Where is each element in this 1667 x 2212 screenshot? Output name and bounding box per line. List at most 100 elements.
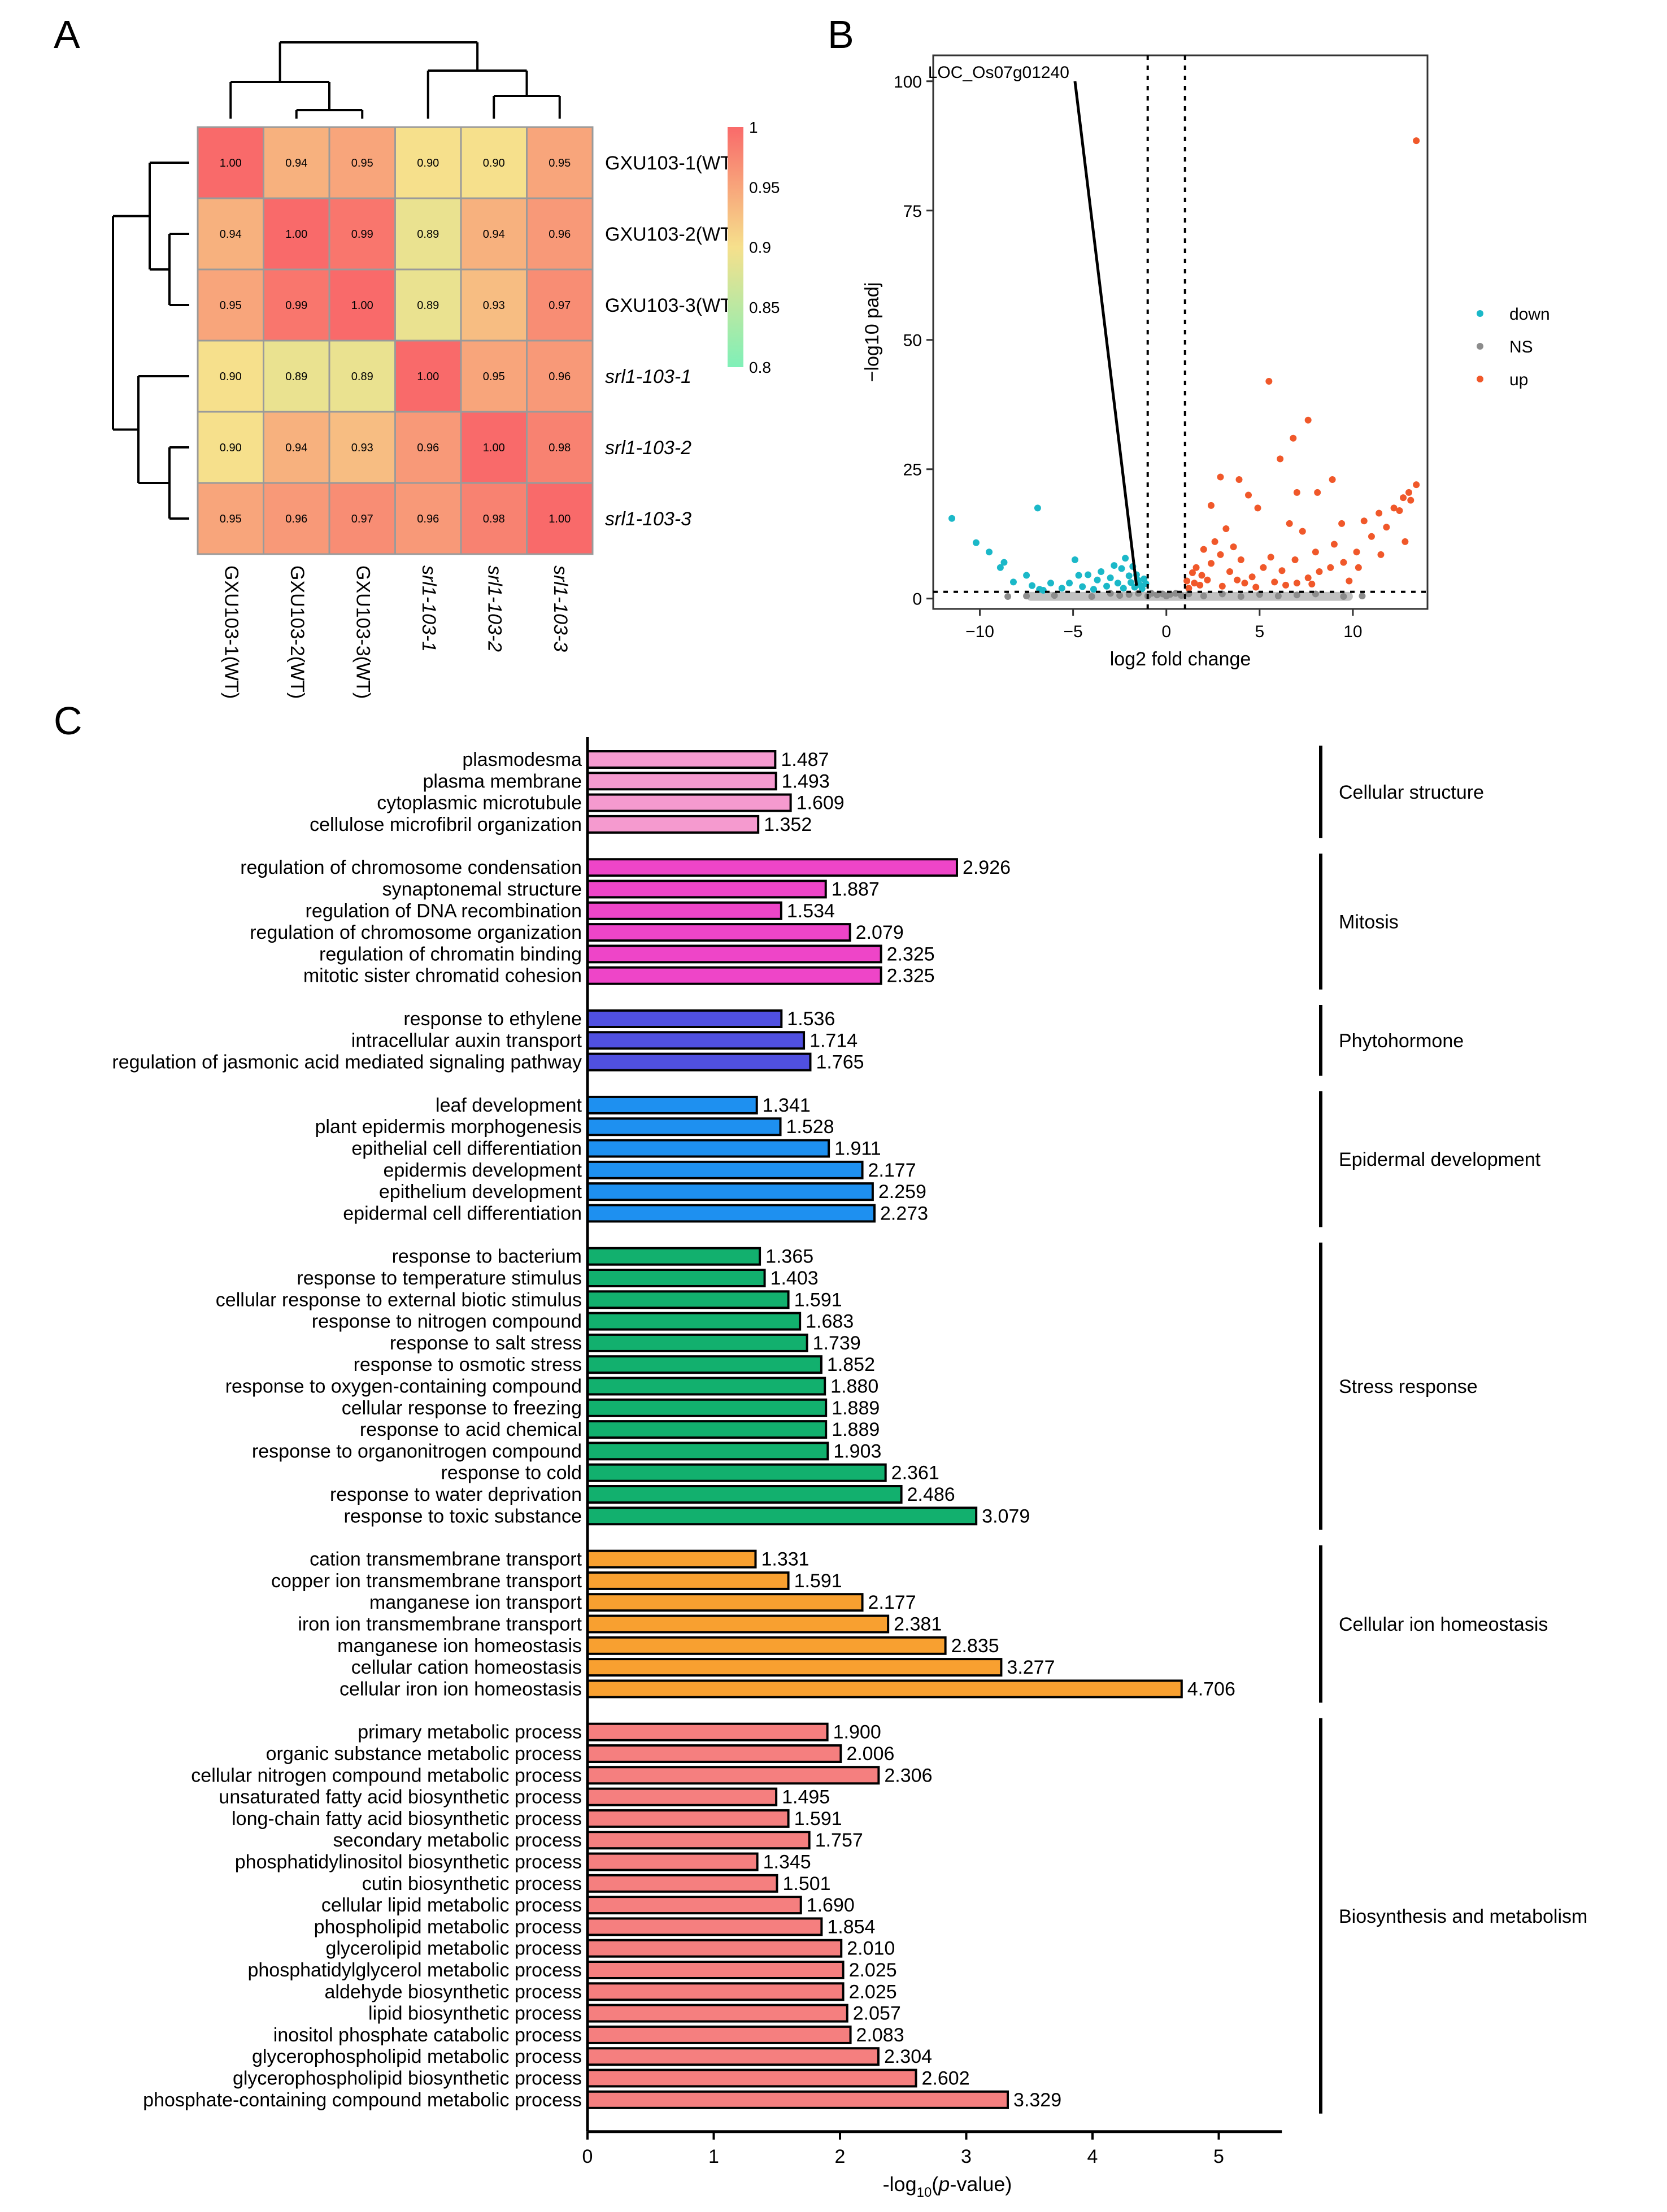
go-bar — [586, 966, 882, 985]
y-tick-label: 75 — [903, 202, 922, 221]
volcano-point-NS — [1154, 591, 1161, 599]
heatmap-row-label: GXU103-3(WT) — [605, 295, 738, 316]
go-bar — [586, 1896, 802, 1915]
heatmap-cell — [263, 339, 330, 413]
heatmap-row-label: GXU103-2(WT) — [605, 224, 738, 245]
volcano-point-up — [1413, 137, 1420, 145]
legend-label-down: down — [1509, 305, 1550, 324]
volcano-point-up — [1248, 573, 1256, 581]
x-tick-label: 0 — [582, 2146, 593, 2167]
go-bar-value: 2.325 — [887, 943, 935, 965]
go-bar — [586, 1442, 829, 1461]
go-term-label: aldehyde biosynthetic process — [325, 1981, 582, 2002]
heatmap-column-label: srl1-103-3 — [550, 565, 571, 652]
column-dendrogram — [229, 41, 561, 119]
heatmap-cell — [263, 197, 330, 271]
go-term-label: glycerophospholipid metabolic process — [252, 2046, 582, 2067]
go-term-label: intracellular auxin transport — [351, 1030, 582, 1051]
volcano-point-up — [1340, 559, 1347, 566]
go-bar — [586, 1139, 830, 1158]
go-bar — [586, 1917, 823, 1936]
go-bar-value: 2.361 — [891, 1462, 939, 1484]
legend-label-NS: NS — [1509, 338, 1533, 356]
heatmap-cell — [197, 268, 264, 342]
volcano-point-up — [1330, 541, 1338, 548]
heatmap-color-scale — [728, 127, 743, 367]
volcano-point-down — [996, 564, 1004, 571]
go-term-label: cellular iron ion homeostasis — [340, 1678, 582, 1700]
volcano-point-up — [1230, 543, 1237, 551]
go-bar-value: 1.903 — [833, 1440, 881, 1462]
go-bar — [586, 1636, 947, 1655]
go-bar — [586, 1031, 806, 1050]
heatmap-cell — [460, 411, 528, 484]
go-bar — [586, 1182, 874, 1201]
volcano-point-up — [1217, 473, 1224, 481]
volcano-point-NS — [1274, 593, 1282, 600]
go-bar — [586, 2047, 880, 2066]
volcano-point-up — [1271, 578, 1278, 586]
volcano-point-down — [1120, 585, 1127, 592]
go-bar — [586, 1204, 876, 1223]
heatmap-cell-value: 0.93 — [483, 299, 505, 312]
volcano-point-NS — [1023, 593, 1030, 600]
volcano-point-up — [1355, 564, 1362, 571]
volcano-point-NS — [1116, 592, 1124, 599]
go-term-label: plasma membrane — [423, 770, 582, 792]
go-bar-value: 1.900 — [833, 1722, 881, 1743]
go-bar-chart: plasmodesma 1.487 plasma membrane 1.493 cyto… — [112, 737, 1587, 2200]
volcano-point-up — [1290, 434, 1297, 442]
go-bar-value: 2.025 — [849, 1981, 897, 2002]
volcano-point-up — [1327, 564, 1334, 571]
go-bar — [586, 815, 760, 834]
volcano-point-up — [1396, 507, 1403, 514]
volcano-point-up — [1265, 378, 1273, 385]
row-dendrogram — [112, 162, 189, 520]
volcano-point-down — [1029, 582, 1035, 589]
heatmap-cell — [460, 339, 528, 413]
go-bar-value: 1.534 — [787, 900, 835, 922]
go-term-label: cytoplasmic microtubule — [377, 793, 582, 814]
go-bar-value: 2.079 — [856, 922, 904, 943]
go-bar — [586, 1939, 843, 1958]
volcano-point-up — [1204, 576, 1211, 584]
volcano-point-up — [1299, 528, 1306, 535]
go-bar-value: 1.536 — [787, 1008, 835, 1030]
go-term-label: secondary metabolic process — [333, 1830, 582, 1851]
heatmap-cell-value: 0.94 — [483, 228, 505, 241]
volcano-point-up — [1312, 548, 1319, 556]
legend-swatch-up — [1477, 376, 1483, 382]
volcano-point-NS — [1088, 593, 1095, 600]
go-bar-value: 2.273 — [880, 1203, 928, 1224]
volcano-point-down — [1094, 576, 1101, 584]
volcano-point-up — [1185, 585, 1192, 592]
volcano-point-down — [1103, 582, 1111, 590]
group-label: Epidermal development — [1339, 1149, 1541, 1170]
go-bar-value: 1.341 — [763, 1095, 811, 1116]
volcano-point-up — [1222, 525, 1230, 533]
volcano-point-up — [1277, 455, 1284, 463]
go-term-label: iron ion transmembrane transport — [298, 1614, 582, 1635]
go-bar-value: 1.757 — [815, 1830, 863, 1851]
heatmap-cell-value: 0.90 — [417, 157, 439, 169]
go-bar-value: 1.365 — [765, 1246, 813, 1268]
go-bar-value: 1.331 — [761, 1549, 809, 1570]
volcano-point-down — [1090, 586, 1097, 593]
go-term-label: glycerophospholipid biosynthetic process — [233, 2068, 582, 2089]
go-bar — [586, 1809, 790, 1828]
go-term-label: phosphatidylglycerol metabolic process — [247, 1960, 582, 1981]
go-term-label: plasmodesma — [462, 749, 582, 770]
heatmap-cell-value: 0.96 — [549, 228, 571, 241]
heatmap-cell — [394, 126, 462, 199]
volcano-point-down — [1079, 583, 1086, 590]
heatmap-cell-value: 0.94 — [285, 442, 307, 454]
x-tick-label: 3 — [961, 2146, 972, 2167]
go-term-label: response to temperature stimulus — [297, 1268, 582, 1289]
heatmap-cell-value: 0.90 — [483, 157, 505, 169]
heatmap-cell — [460, 126, 528, 199]
heatmap-column-labels: GXU103-1(WT) GXU103-2(WT) GXU103-3(WT) srl1… — [220, 565, 571, 699]
volcano-point-up — [1267, 554, 1274, 561]
go-term-label: manganese ion transport — [369, 1592, 582, 1613]
go-term-label: regulation of DNA recombination — [306, 900, 582, 922]
